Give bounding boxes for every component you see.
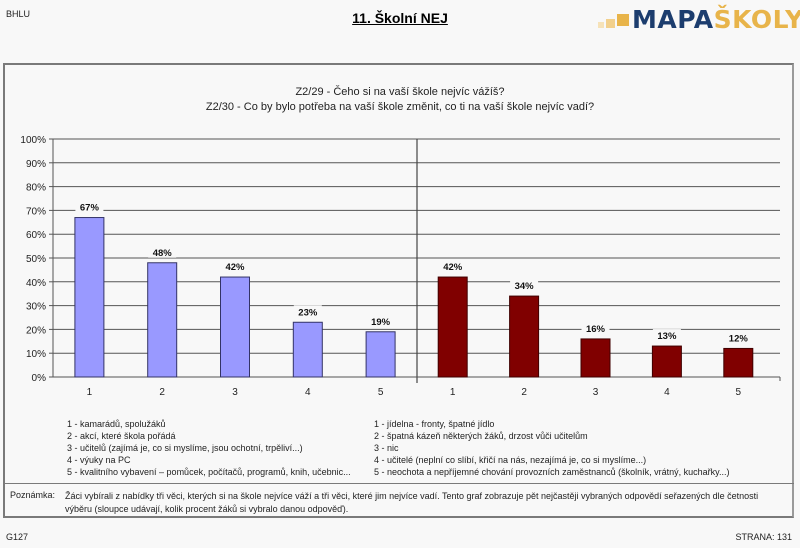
mapaskoly-logo: MAPAŠKOLY [596,6,800,34]
page-number: STRANA: 131 [735,532,792,542]
x-tick-label: 5 [378,387,384,398]
data-label: 34% [515,281,535,292]
data-label-bg [148,245,177,258]
note-label: Poznámka: [10,490,56,500]
legend-item: 4 - učitelé (neplní co slíbí, křičí na n… [374,455,647,465]
chart-panel [3,63,794,518]
logo-text: MAPAŠKOLY [632,6,800,34]
bar [292,321,323,378]
logo-text-part1: MAPA [632,5,714,34]
data-label: 42% [225,262,245,273]
x-tick-label: 3 [593,387,599,398]
y-tick-label: 10% [26,349,46,360]
y-tick-label: 60% [26,230,46,241]
legend-left: 1 - kamarádů, spolužáků 2 - akcí, které … [67,418,351,478]
y-tick-label: 80% [26,183,46,194]
data-label: 12% [729,333,749,344]
bar [74,217,105,378]
data-label-bg [293,305,322,318]
legend-item: 1 - kamarádů, spolužáků [67,419,166,429]
bar [365,331,396,378]
page-title: 11. Školní NEJ [352,10,448,26]
report-code: BHLU [6,9,31,19]
legend-right: 1 - jídelna - fronty, špatné jídlo 2 - š… [374,418,730,478]
x-tick-label: 3 [232,387,238,398]
bar [437,276,468,378]
y-tick-label: 70% [26,206,46,217]
data-label-bg [510,279,539,292]
y-tick-label: 0% [32,373,47,384]
data-label-bg [221,260,249,273]
x-tick-label: 5 [736,387,742,398]
bar [220,276,250,378]
logo-square-icon [617,14,629,26]
y-tick-label: 50% [26,254,46,265]
logo-square-icon [606,19,615,28]
data-label: 13% [657,331,677,342]
bars [74,217,754,378]
data-label-bg [366,314,395,327]
y-tick-label: 20% [26,325,46,336]
y-tick-label: 40% [26,278,46,289]
question-2-title: Z2/30 - Co by bylo potřeba na vaší škole… [205,101,595,113]
data-label-bg [724,331,753,344]
data-labels: 67% 48% 42% 23% 19% 42% 34% 16% 13% 12% [75,200,753,344]
legend-item: 3 - učitelů (zajímá je, co si myslíme, j… [67,443,303,453]
bar [147,262,178,378]
data-label: 16% [586,324,606,335]
data-label-bg [75,200,104,213]
note-divider [3,483,794,484]
bar [723,347,754,378]
question-1-title: Z2/29 - Čeho si na vaší škole nejvíc váž… [295,86,505,98]
legend-item: 4 - výuky na PC [67,455,131,465]
y-tick-label: 100% [20,135,46,146]
legend-item: 2 - akcí, které škola pořádá [67,431,176,441]
x-tick-label: 4 [305,387,311,398]
data-label-bg [581,321,610,334]
legend-item: 5 - neochota a nepříjemné chování provoz… [374,467,730,477]
x-tick-label: 2 [159,387,165,398]
data-label-bg [652,329,681,342]
x-tick-label: 1 [450,387,456,398]
x-axis: 1 2 3 4 5 1 2 3 4 5 [87,387,742,398]
footer-code: G127 [6,532,29,542]
legend-item: 3 - nic [374,443,399,453]
logo-square-icon [598,22,604,28]
legend-item: 1 - jídelna - fronty, špatné jídlo [374,419,495,429]
data-label-bg [438,260,467,273]
y-tick-label: 30% [26,302,46,313]
x-tick-label: 1 [87,387,93,398]
data-label: 67% [80,203,100,214]
data-label: 19% [371,317,391,328]
bar [509,295,540,378]
data-label: 48% [153,248,173,259]
data-label: 23% [298,307,318,318]
x-tick-label: 2 [521,387,527,398]
logo-text-part2: ŠKOLY [713,5,800,34]
bar-chart: 0% 10% 20% 30% 40% 50% 60% 70% 80% 90% 100% 67% 48%… [20,135,781,398]
note-text: Žáci vybírali z nabídky tři věci, kterýc… [65,491,759,514]
legend-item: 5 - kvalitního vybavení – pomůcek, počít… [67,467,351,477]
legend-item: 2 - špatná kázeň některých žáků, drzost … [374,431,588,441]
data-label: 42% [443,262,463,273]
bar [651,345,682,378]
bar [580,338,611,378]
y-tick-label: 90% [26,159,46,170]
x-tick-label: 4 [664,387,670,398]
